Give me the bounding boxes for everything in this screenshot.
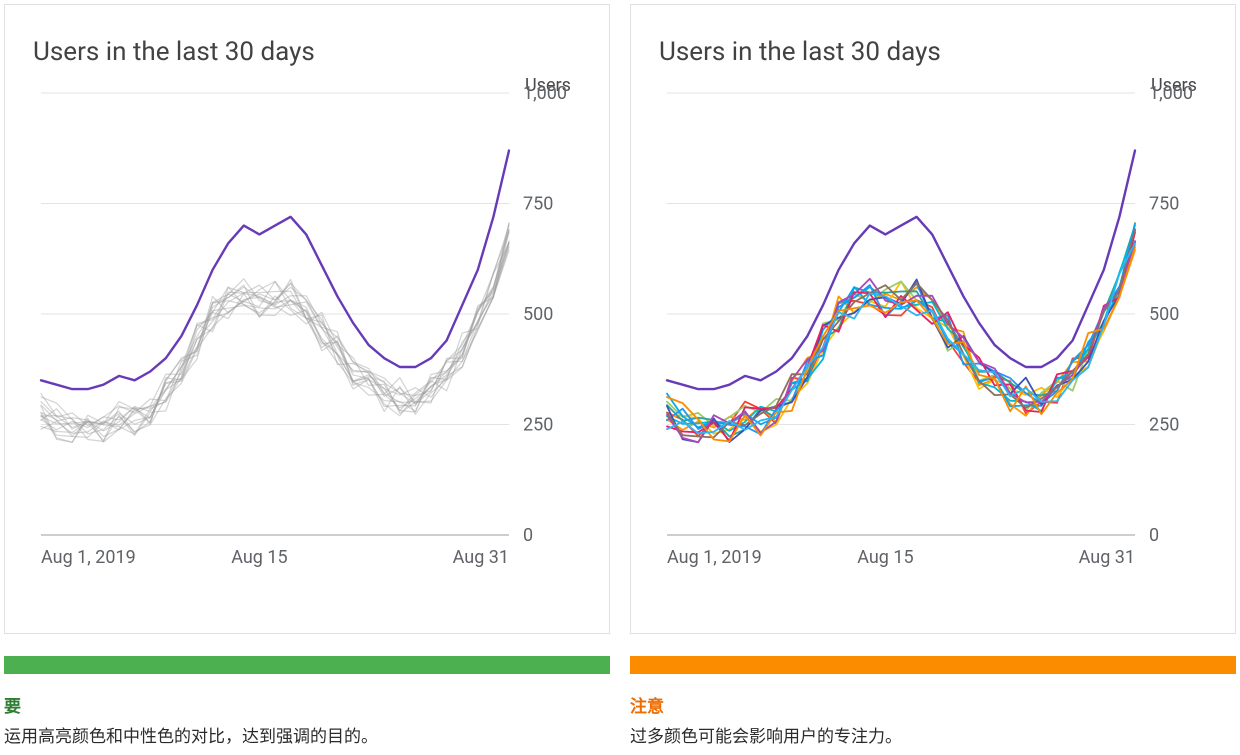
caption-heading-caution: 注意 [630,692,1236,717]
svg-text:Aug 1, 2019: Aug 1, 2019 [667,547,762,568]
indicator-bar-caution [630,656,1236,674]
svg-text:250: 250 [1149,415,1179,436]
chart-svg-left: Users02505007501,000Aug 1, 2019Aug 15Aug… [33,75,589,590]
chart-svg-right: Users02505007501,000Aug 1, 2019Aug 15Aug… [659,75,1215,590]
svg-text:0: 0 [523,525,533,546]
indicator-bar-do [4,656,610,674]
svg-text:Aug 1, 2019: Aug 1, 2019 [41,547,136,568]
svg-text:750: 750 [523,194,553,215]
chart-title-left: Users in the last 30 days [33,37,589,67]
panel-caution: Users in the last 30 days Users025050075… [630,4,1236,751]
chart-card-left: Users in the last 30 days Users025050075… [4,4,610,634]
panel-do: Users in the last 30 days Users025050075… [4,4,610,751]
chart-area-right: Users02505007501,000Aug 1, 2019Aug 15Aug… [659,75,1215,590]
svg-text:1,000: 1,000 [1149,83,1193,104]
svg-text:1,000: 1,000 [523,83,567,104]
svg-text:500: 500 [1149,304,1179,325]
chart-area-left: Users02505007501,000Aug 1, 2019Aug 15Aug… [33,75,589,590]
svg-text:Aug 31: Aug 31 [453,547,509,568]
caption-heading-do: 要 [4,692,610,717]
svg-text:Aug 15: Aug 15 [857,547,913,568]
chart-title-right: Users in the last 30 days [659,37,1215,67]
comparison-container: Users in the last 30 days Users025050075… [0,0,1240,755]
chart-card-right: Users in the last 30 days Users025050075… [630,4,1236,634]
svg-text:Aug 15: Aug 15 [231,547,287,568]
svg-text:750: 750 [1149,194,1179,215]
svg-text:0: 0 [1149,525,1159,546]
svg-text:500: 500 [523,304,553,325]
svg-text:250: 250 [523,415,553,436]
svg-text:Aug 31: Aug 31 [1079,547,1135,568]
